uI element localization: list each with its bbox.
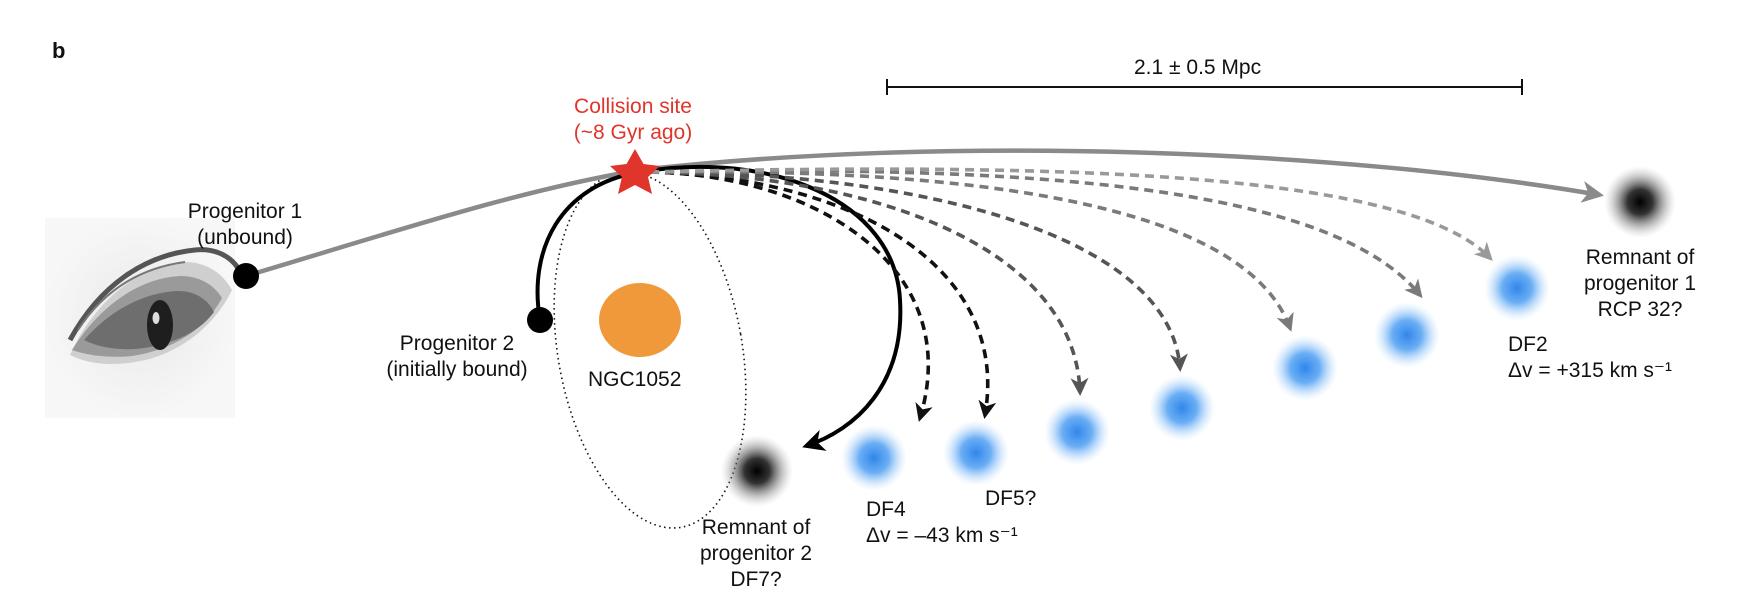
blue-galaxy: [1374, 302, 1440, 368]
remnant1-label: Remnant of progenitor 1 RCP 32?: [1560, 245, 1720, 323]
panel-letter: b: [52, 38, 66, 63]
trajectory-df2: [649, 167, 1493, 261]
trajectory-4: [649, 170, 1188, 372]
df2-dv: Δv = +315 km s⁻¹: [1508, 359, 1673, 382]
progenitor1-trajectory: [245, 148, 1604, 279]
progenitor2-trajectory: [535, 164, 903, 451]
blue-galaxy: [1272, 335, 1338, 401]
remnant1-line2: progenitor 1: [1583, 272, 1697, 295]
progenitor2-line1: Progenitor 2: [399, 332, 515, 355]
df2-name: DF2: [1508, 333, 1548, 356]
trajectory-3: [649, 170, 1089, 396]
ngc1052-galaxy: [599, 283, 681, 357]
scale-bar-label: 2.1 ± 0.5 Mpc: [1134, 56, 1262, 79]
blue-galaxy: [1149, 375, 1215, 441]
df4-name: DF4: [866, 498, 906, 521]
remnant2-line2: progenitor 2: [699, 542, 813, 565]
remnant2-galaxy: [721, 435, 793, 507]
ngc1052-label: NGC1052: [588, 368, 682, 391]
df4-label: DF4 Δv = –43 km s⁻¹: [866, 497, 1018, 549]
collision-line1: Collision site: [574, 95, 692, 118]
progenitor1-dot: [233, 263, 259, 289]
galaxy-df2: [1484, 255, 1550, 321]
collision-line2: (~8 Gyr ago): [573, 121, 693, 144]
galaxy-df5: [943, 420, 1009, 486]
remnant1-line1: Remnant of: [1585, 246, 1695, 269]
df2-label: DF2 Δv = +315 km s⁻¹: [1508, 332, 1672, 384]
progenitor1-line1: Progenitor 1: [187, 200, 303, 223]
star-icon: [610, 149, 660, 194]
eye-icon: [45, 218, 241, 418]
dwarf-galaxies: [841, 255, 1550, 491]
dashed-trajectories: [649, 167, 1493, 422]
trajectory-5: [649, 169, 1294, 332]
galaxy-df4: [841, 425, 907, 491]
remnant2-line1: Remnant of: [701, 516, 811, 539]
progenitor2-line2: (initially bound): [386, 358, 528, 381]
df4-dv: Δv = –43 km s⁻¹: [866, 524, 1018, 547]
trajectory-6: [649, 168, 1423, 299]
trajectory-df5: [649, 170, 997, 419]
remnant2-line3: DF7?: [730, 568, 782, 591]
progenitor2-dot: [527, 307, 553, 333]
progenitor2-label: Progenitor 2 (initially bound): [372, 331, 542, 383]
progenitor1-line2: (unbound): [197, 226, 293, 249]
remnant1-galaxy: [1604, 166, 1676, 238]
scale-bar: [886, 79, 1523, 95]
remnant2-label: Remnant of progenitor 2 DF7?: [676, 515, 836, 593]
collision-label: Collision site (~8 Gyr ago): [553, 94, 713, 146]
remnant1-line3: RCP 32?: [1597, 298, 1683, 321]
blue-galaxy: [1044, 399, 1110, 465]
df5-label: DF5?: [985, 487, 1037, 510]
progenitor1-label: Progenitor 1 (unbound): [170, 199, 320, 251]
